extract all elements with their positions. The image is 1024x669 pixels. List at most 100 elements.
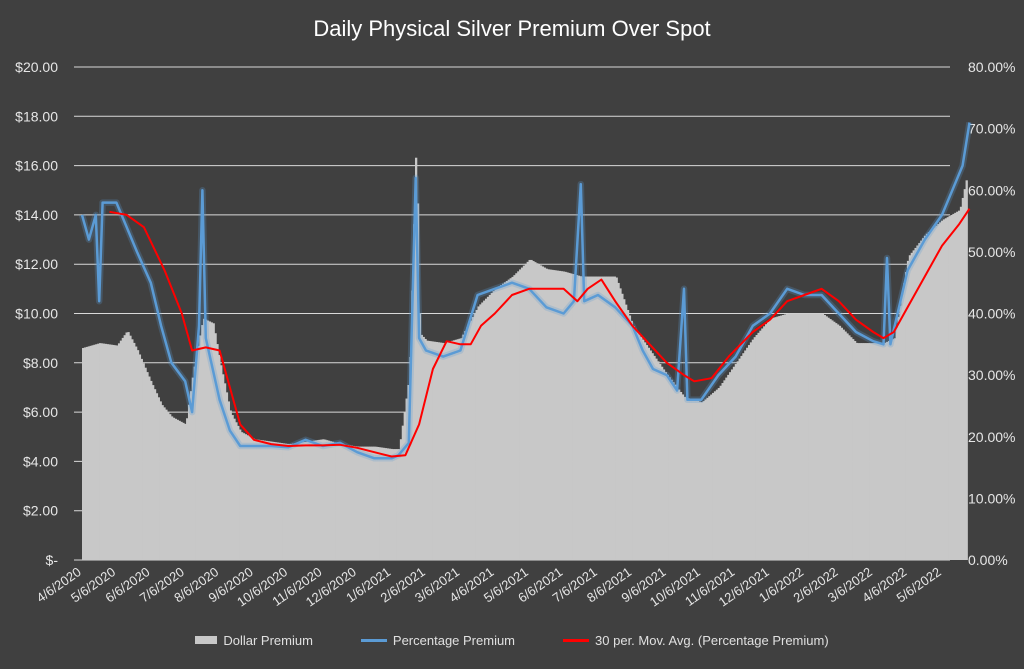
dollar-premium-bar [914,247,917,560]
dollar-premium-bar [613,276,616,560]
dollar-premium-bar [935,225,938,561]
dollar-premium-bar [142,363,145,560]
dollar-premium-bar [295,443,299,560]
dollar-premium-bar [628,315,632,560]
dollar-premium-bar [373,446,376,560]
dollar-premium-bar [220,365,223,560]
dollar-premium-bar [382,447,386,560]
dollar-premium-bar [800,313,804,560]
right-axis-tick-label: 50.00% [968,244,1015,260]
dollar-premium-bar [496,287,499,560]
dollar-premium-bar [693,399,696,560]
dollar-premium-bar [553,270,556,560]
dollar-premium-bar [256,439,259,560]
dollar-premium-bar [490,292,493,560]
dollar-premium-bar [153,389,157,560]
dollar-premium-bar [946,217,949,561]
dollar-premium-bar [806,313,809,560]
dollar-premium-bar [891,339,895,560]
dollar-premium-bar [358,446,361,560]
dollar-premium-bar [761,328,764,560]
dollar-premium-bar [723,380,726,560]
dollar-premium-bar [727,374,730,560]
dollar-premium-bar [343,444,346,560]
dollar-premium-bar [887,340,891,560]
dollar-premium-bar [447,341,450,560]
dollar-premium-bar [301,442,304,560]
dollar-premium-bar [821,313,825,560]
dollar-premium-bar [541,266,545,560]
dollar-premium-bar [513,275,516,560]
dollar-premium-bar [329,441,333,560]
dollar-premium-bar [536,263,539,560]
dollar-premium-bar [375,446,378,560]
dollar-premium-bar [439,342,442,560]
dollar-premium-bar [208,321,212,560]
right-axis-tick-label: 10.00% [968,490,1015,506]
dollar-premium-bar [182,422,185,560]
dollar-premium-bar [176,419,179,560]
dollar-premium-bar [129,335,132,560]
dollar-premium-bar [432,341,435,560]
dollar-premium-bar [178,420,181,560]
chart-title: Daily Physical Silver Premium Over Spot [313,16,711,41]
left-axis-tick-label: $10.00 [15,306,58,322]
dollar-premium-bar [397,449,401,560]
dollar-premium-bar [89,345,92,560]
dollar-premium-bar [545,268,548,560]
dollar-premium-bar [687,398,690,560]
dollar-premium-bar [674,384,677,560]
dollar-premium-bar [933,227,936,560]
dollar-premium-bar [789,313,792,560]
dollar-premium-bar [233,418,236,560]
dollar-premium-bar [882,343,885,560]
dollar-premium-bar [965,180,968,560]
dollar-premium-bar [901,294,904,560]
dollar-premium-bar [199,335,202,560]
right-axis-tick-label: 0.00% [968,552,1008,568]
dollar-premium-bar [500,285,503,560]
dollar-premium-bar [808,313,811,560]
dollar-premium-bar [201,325,204,560]
dollar-premium-bar [346,445,350,560]
dollar-premium-bar [585,276,588,560]
dollar-premium-bar [927,232,931,560]
dollar-premium-bar [371,446,374,560]
dollar-premium-bar [869,343,872,560]
dollar-premium-bar [609,276,613,560]
dollar-premium-bar [263,440,266,560]
dollar-premium-bar [326,440,329,560]
dollar-premium-bar [738,358,741,560]
dollar-premium-bar [399,439,403,560]
dollar-premium-bar [583,276,586,560]
dollar-premium-bar [437,342,440,560]
dollar-premium-bar [377,447,380,560]
dollar-premium-bar [339,443,342,560]
dollar-premium-bar [683,396,686,560]
dollar-premium-bar [150,380,153,560]
legend-label-percentage: Percentage Premium [392,632,516,648]
legend-swatch-percentage [360,638,387,642]
legend: Dollar Premium Percentage Premium 30 per… [0,630,1024,650]
dollar-premium-bar [354,446,357,560]
dollar-premium-bar [893,338,896,560]
dollar-premium-bar [857,343,861,560]
dollar-premium-bar [384,448,388,560]
dollar-premium-bar [441,342,444,560]
dollar-premium-bar [867,343,870,560]
dollar-premium-bar [363,446,367,560]
dollar-premium-bar [908,255,912,560]
dollar-premium-bar [916,245,919,560]
dollar-premium-bar [430,341,433,560]
dollar-premium-bar [369,446,372,560]
dollar-premium-bar [167,411,170,560]
dollar-premium-bar [288,444,291,560]
dollar-premium-bar [957,210,961,560]
dollar-premium-bar [484,298,488,560]
dollar-premium-bar [388,448,391,560]
dollar-premium-bar [925,233,929,560]
dollar-premium-bar [420,334,423,560]
dollar-premium-bar [547,269,550,560]
dollar-premium-bar [223,383,227,560]
dollar-premium-bar [274,442,278,560]
